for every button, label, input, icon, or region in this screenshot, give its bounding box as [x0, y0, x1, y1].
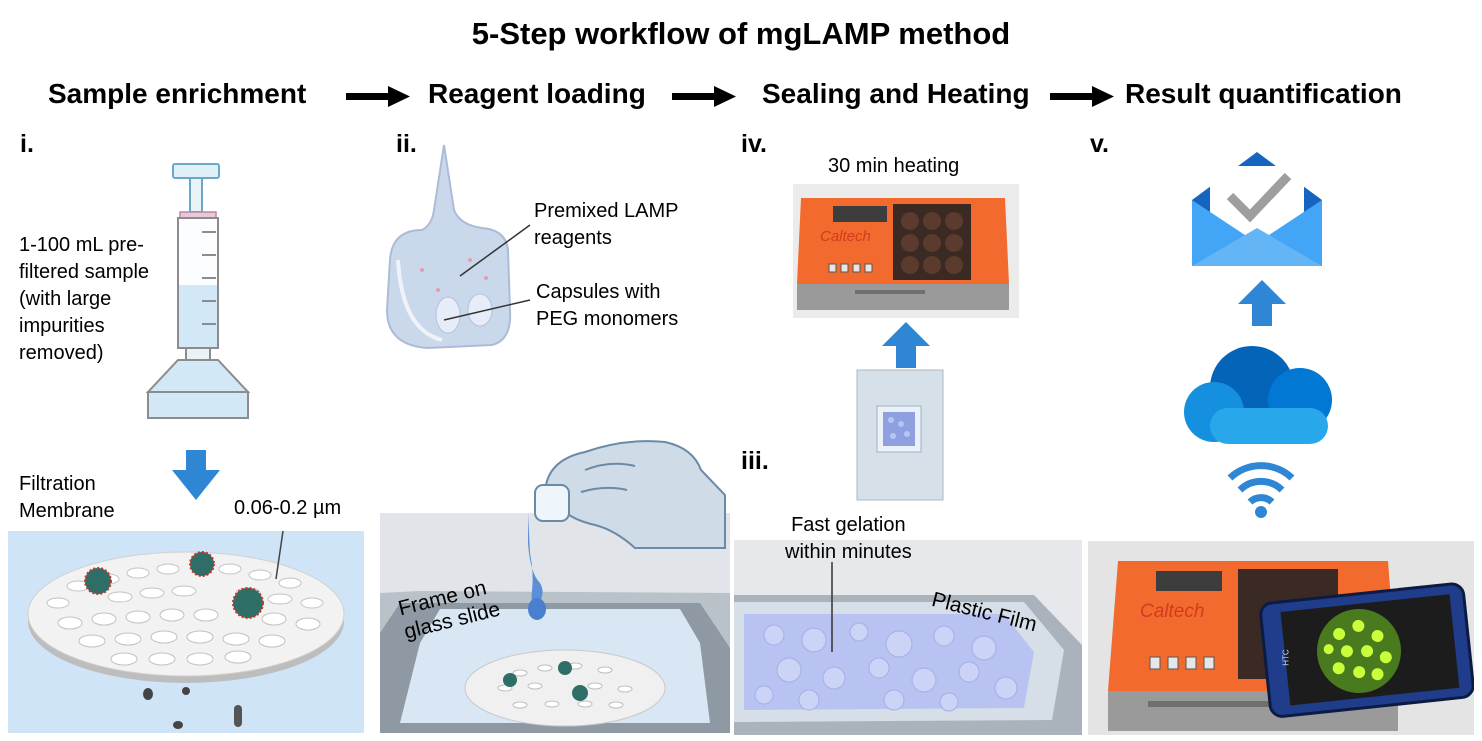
- heater-brand: Caltech: [820, 228, 871, 245]
- reagent-leader-lines: [443, 224, 531, 321]
- phone-brand: HTC: [1281, 649, 1291, 666]
- result-heater-brand: Caltech: [1140, 601, 1205, 622]
- heater-photo: Caltech: [793, 184, 1019, 318]
- step-sample-enrichment: Sample enrichment: [48, 78, 307, 109]
- frame-on-slide-illustration: [380, 513, 730, 733]
- filtration-membrane-panel: [8, 531, 364, 733]
- frame-panel: [380, 513, 730, 733]
- reagents-label: Premixed LAMP reagents: [534, 200, 679, 249]
- step-reagent-loading: Reagent loading: [428, 78, 646, 109]
- step-sealing-heating: Sealing and Heating: [762, 78, 1030, 109]
- sample-description: 1-100 mL pre- filtered sample (with larg…: [19, 234, 150, 364]
- up-arrow-iv: [882, 322, 930, 368]
- step-arrow-1: [346, 86, 410, 107]
- gelation-illustration: [734, 540, 1082, 735]
- syringe-illustration: [145, 163, 251, 419]
- cloud-icon: [1184, 346, 1332, 444]
- capsules-label: Capsules with PEG monomers: [536, 281, 679, 330]
- reagent-droplet-illustration: [385, 144, 512, 350]
- heater-with-phone-illustration: [1088, 541, 1474, 735]
- step-arrow-2: [672, 86, 736, 107]
- inbox-icon: [1192, 152, 1322, 266]
- panel-label-iii: iii.: [741, 447, 769, 475]
- heating-label: 30 min heating: [828, 155, 960, 177]
- panel-label-iv: iv.: [741, 130, 767, 158]
- step-result-quantification: Result quantification: [1125, 78, 1402, 109]
- membrane-label: Filtration Membrane: [19, 473, 115, 522]
- panel-label-ii: ii.: [396, 130, 417, 158]
- up-arrow-v: [1238, 280, 1286, 326]
- diagram-title: 5-Step workflow of mgLAMP method: [471, 16, 1011, 51]
- pore-size-label: 0.06-0.2 µm: [234, 497, 342, 519]
- step-arrow-3: [1050, 86, 1114, 107]
- panel-label-i: i.: [20, 130, 34, 158]
- wifi-icon: [1227, 462, 1295, 518]
- gloved-hand-illustration: [534, 440, 726, 549]
- filtration-membrane-illustration: [27, 531, 345, 729]
- sealed-slide-illustration: [856, 369, 944, 501]
- sealing-panel: [734, 540, 1082, 735]
- panel-label-v: v.: [1090, 130, 1109, 158]
- result-photo: Caltech HTC: [1088, 541, 1474, 735]
- down-arrow-i: [172, 450, 220, 500]
- gelation-label: Fast gelation within minutes: [785, 514, 912, 563]
- heater-illustration: [793, 184, 1019, 318]
